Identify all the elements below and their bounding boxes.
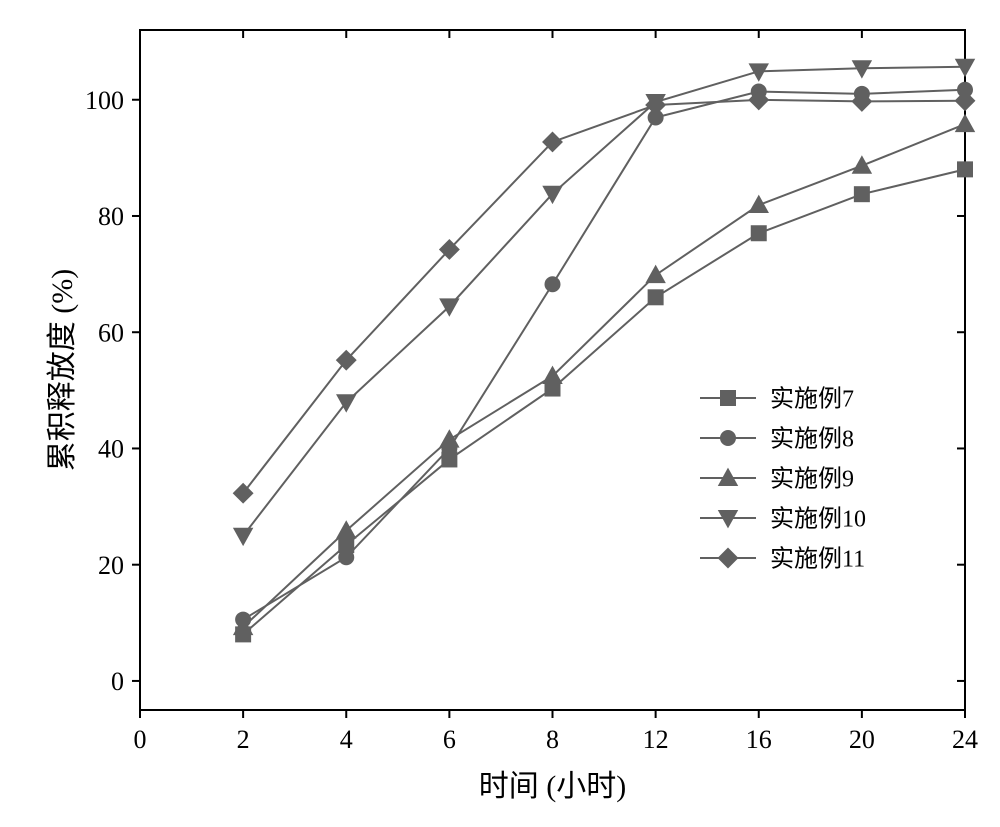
x-tick-label: 12 <box>643 725 669 754</box>
y-tick-label: 0 <box>111 667 124 696</box>
y-axis-label: 累积释放度 (%) <box>46 269 79 471</box>
release-chart: 0246812162024020406080100时间 (小时)累积释放度 (%… <box>0 0 1000 827</box>
y-tick-label: 100 <box>85 86 124 115</box>
x-tick-label: 2 <box>237 725 250 754</box>
y-tick-label: 60 <box>98 318 124 347</box>
x-tick-label: 20 <box>849 725 875 754</box>
x-axis-label: 时间 (小时) <box>479 770 626 803</box>
x-tick-label: 0 <box>134 725 147 754</box>
legend-label: 实施例7 <box>770 385 854 412</box>
chart-container: 0246812162024020406080100时间 (小时)累积释放度 (%… <box>0 0 1000 827</box>
y-tick-label: 80 <box>98 202 124 231</box>
y-tick-label: 40 <box>98 435 124 464</box>
legend-label: 实施例8 <box>770 425 854 452</box>
y-tick-label: 20 <box>98 551 124 580</box>
legend-label: 实施例10 <box>770 505 866 532</box>
x-tick-label: 6 <box>443 725 456 754</box>
x-tick-label: 16 <box>746 725 772 754</box>
x-tick-label: 4 <box>340 725 353 754</box>
legend-label: 实施例11 <box>770 545 865 572</box>
legend-label: 实施例9 <box>770 465 854 492</box>
x-tick-label: 24 <box>952 725 978 754</box>
x-tick-label: 8 <box>546 725 559 754</box>
